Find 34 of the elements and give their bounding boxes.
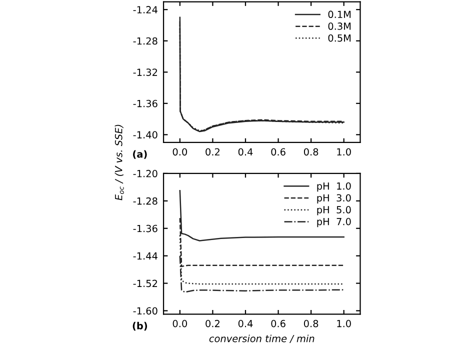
y-tick-label: -1.44 <box>133 252 158 260</box>
legend-label: 0.3M <box>328 22 351 30</box>
legend-label: pH 1.0 <box>317 182 351 192</box>
text: (b) <box>132 322 148 331</box>
legend-label: 0.1M <box>328 10 351 18</box>
y-tick-label: -1.60 <box>133 307 158 315</box>
legend-label: pH 3.0 <box>317 194 351 204</box>
x-tick-label: 0.8 <box>304 148 318 156</box>
text: (a) <box>133 150 147 159</box>
y-tick-label: -1.28 <box>133 197 158 205</box>
y-tick-label: -1.32 <box>133 68 157 76</box>
y-axis-title: E$_{oc}$ / (V vs. SSE) <box>114 124 124 200</box>
y-tick-label: -1.52 <box>133 280 157 288</box>
y-tick-label: -1.20 <box>133 170 158 178</box>
x-tick-label: 0.2 <box>206 148 220 156</box>
x-tick-label: 0.0 <box>172 320 188 328</box>
x-axis-title: conversion time / min <box>209 334 314 343</box>
legend-label: pH 7.0 <box>317 218 351 228</box>
y-tick-label: -1.24 <box>133 6 158 14</box>
y-tick-label: -1.36 <box>133 100 158 108</box>
x-tick-label: 0.2 <box>206 320 220 328</box>
x-tick-label: 1.0 <box>337 320 351 328</box>
y-tick-label: -1.28 <box>133 37 158 45</box>
x-tick-label: 0.4 <box>238 320 253 328</box>
y-tick-label: -1.36 <box>133 224 158 232</box>
x-tick-label: 0.6 <box>271 148 286 156</box>
x-tick-label: 0.0 <box>172 148 188 156</box>
x-tick-label: 0.8 <box>304 320 318 328</box>
legend-label: 0.5M <box>328 34 351 42</box>
x-tick-label: 1.0 <box>337 148 351 156</box>
x-tick-label: 0.6 <box>271 320 286 328</box>
y-tick-label: -1.40 <box>133 131 158 138</box>
x-tick-label: 0.4 <box>238 148 253 156</box>
legend-label: pH 5.0 <box>317 206 351 216</box>
